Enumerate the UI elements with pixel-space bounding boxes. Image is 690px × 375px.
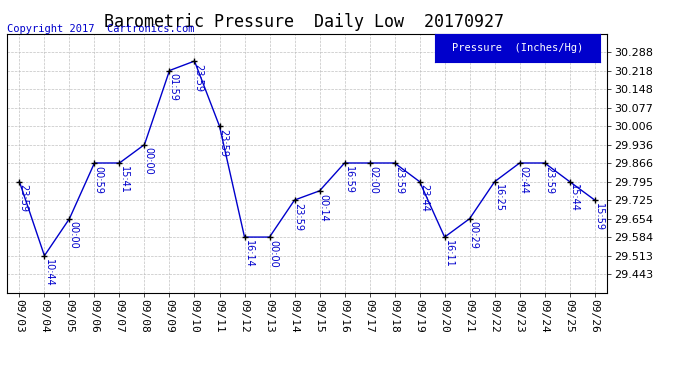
Text: 15:41: 15:41: [119, 166, 128, 194]
Text: Pressure  (Inches/Hg): Pressure (Inches/Hg): [452, 43, 583, 53]
Text: 16:11: 16:11: [444, 240, 454, 268]
Text: 00:00: 00:00: [268, 240, 279, 268]
Text: 23:59: 23:59: [194, 64, 204, 92]
Text: 16:59: 16:59: [344, 166, 354, 194]
Text: Copyright 2017  Cartronics.com: Copyright 2017 Cartronics.com: [7, 24, 195, 34]
Text: 10:44: 10:44: [43, 258, 54, 286]
Text: 16:14: 16:14: [244, 240, 254, 268]
Text: 01:59: 01:59: [168, 73, 179, 101]
Text: 00:59: 00:59: [94, 166, 104, 194]
Text: 15:59: 15:59: [594, 203, 604, 231]
Text: 02:44: 02:44: [519, 166, 529, 194]
Text: 23:59: 23:59: [19, 184, 28, 212]
Text: 00:29: 00:29: [469, 222, 479, 249]
Text: 23:59: 23:59: [394, 166, 404, 194]
Text: 23:59: 23:59: [219, 129, 228, 157]
Text: 23:59: 23:59: [294, 203, 304, 231]
Text: 23:44: 23:44: [419, 184, 428, 212]
Text: 00:00: 00:00: [144, 147, 154, 175]
Text: Barometric Pressure  Daily Low  20170927: Barometric Pressure Daily Low 20170927: [104, 13, 504, 31]
Text: 02:00: 02:00: [368, 166, 379, 194]
Text: 16:25: 16:25: [494, 184, 504, 212]
Text: 23:59: 23:59: [544, 166, 554, 194]
Text: 15:44: 15:44: [569, 184, 579, 212]
Text: 00:14: 00:14: [319, 194, 328, 221]
Text: 00:00: 00:00: [68, 222, 79, 249]
